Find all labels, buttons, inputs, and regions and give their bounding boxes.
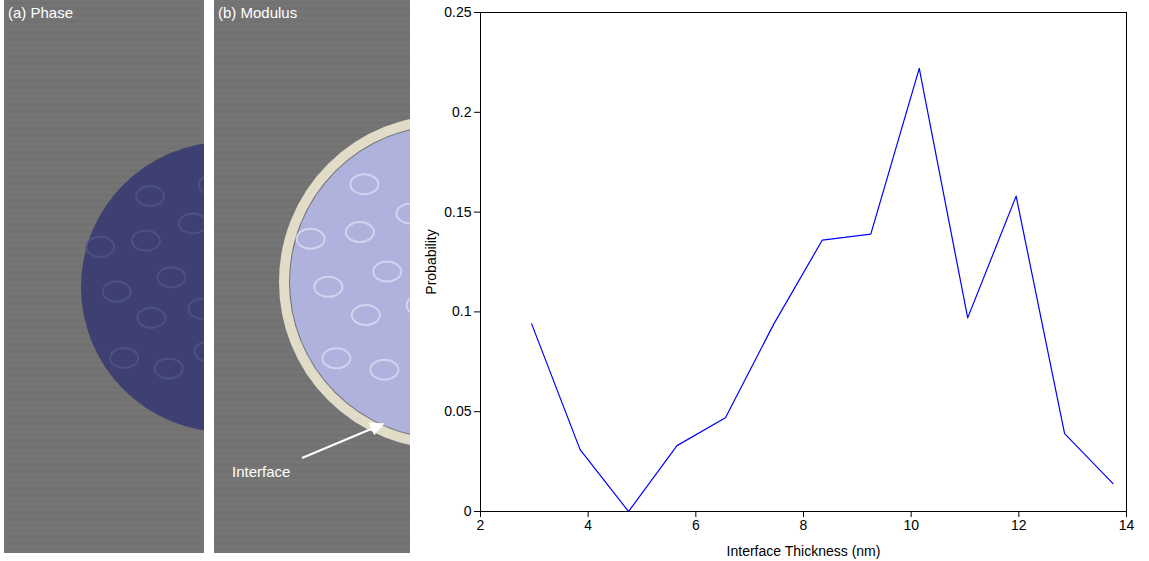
svg-text:6: 6: [692, 517, 700, 533]
svg-text:4: 4: [584, 517, 592, 533]
svg-text:0.05: 0.05: [444, 403, 471, 419]
svg-text:2: 2: [477, 517, 485, 533]
svg-text:0: 0: [464, 503, 472, 519]
svg-text:(b) Modulus: (b) Modulus: [218, 4, 297, 21]
svg-text:0.15: 0.15: [444, 204, 471, 220]
svg-text:10: 10: [903, 517, 919, 533]
svg-text:Interface Thickness (nm): Interface Thickness (nm): [727, 543, 881, 559]
svg-text:Probability: Probability: [423, 229, 439, 294]
svg-text:(a) Phase: (a) Phase: [8, 4, 73, 21]
svg-text:0.25: 0.25: [444, 4, 471, 20]
svg-text:0.2: 0.2: [452, 104, 472, 120]
svg-text:8: 8: [800, 517, 808, 533]
svg-text:0.1: 0.1: [452, 303, 472, 319]
svg-text:Interface: Interface: [232, 463, 290, 480]
svg-text:14: 14: [1119, 517, 1135, 533]
svg-text:12: 12: [1011, 517, 1027, 533]
